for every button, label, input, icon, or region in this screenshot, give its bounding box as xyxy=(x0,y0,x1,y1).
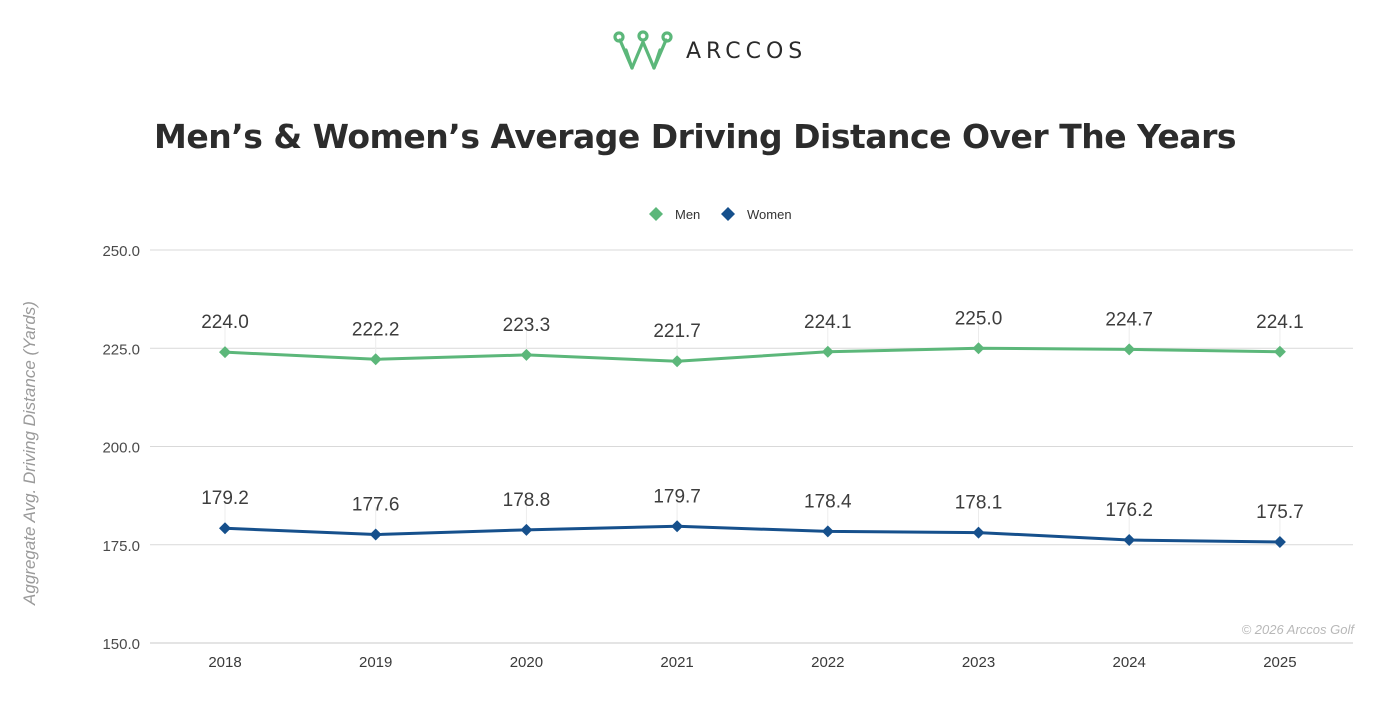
legend-label: Men xyxy=(675,207,700,222)
data-point xyxy=(972,342,985,355)
data-point xyxy=(671,355,684,368)
data-label: 178.8 xyxy=(503,490,551,511)
data-label: 178.1 xyxy=(955,493,1003,514)
data-label: 224.7 xyxy=(1105,309,1153,330)
data-label: 222.2 xyxy=(352,319,400,340)
y-axis-title: Aggregate Avg. Driving Distance (Yards) xyxy=(20,301,39,606)
data-label: 225.0 xyxy=(955,308,1003,329)
x-tick-label: 2020 xyxy=(510,654,543,671)
x-tick-label: 2025 xyxy=(1263,654,1296,671)
data-point xyxy=(821,525,834,538)
x-tick-label: 2022 xyxy=(811,654,844,671)
series-line xyxy=(224,346,1280,363)
data-point xyxy=(671,520,684,533)
legend-label: Women xyxy=(747,207,792,222)
series-line xyxy=(224,524,1280,544)
data-point xyxy=(219,522,231,535)
data-label: 179.7 xyxy=(653,486,701,507)
data-point xyxy=(369,353,382,366)
data-label: 224.1 xyxy=(1256,312,1304,333)
data-point xyxy=(972,526,985,539)
y-tick-label: 225.0 xyxy=(102,341,140,358)
data-point xyxy=(1273,345,1286,358)
data-label: 179.2 xyxy=(201,488,249,509)
data-label: 177.6 xyxy=(352,495,400,516)
data-label: 223.3 xyxy=(503,315,551,336)
y-tick-label: 200.0 xyxy=(102,440,140,457)
data-point xyxy=(821,345,834,358)
x-tick-label: 2024 xyxy=(1113,654,1146,671)
crown-logo-icon xyxy=(613,30,673,70)
brand-name: ARCCOS xyxy=(686,38,808,64)
data-point xyxy=(520,523,533,536)
x-tick-label: 2018 xyxy=(208,654,241,671)
data-point xyxy=(1273,535,1286,548)
data-label: 178.4 xyxy=(804,491,852,512)
copyright-notice: © 2026 Arccos Golf xyxy=(1241,622,1354,637)
data-point xyxy=(1123,534,1136,547)
data-point xyxy=(219,346,231,359)
arccos-logo: ARCCOS xyxy=(612,26,852,76)
x-tick-label: 2023 xyxy=(962,654,995,671)
data-point xyxy=(1123,343,1136,356)
y-tick-label: 250.0 xyxy=(102,243,140,260)
data-label: 176.2 xyxy=(1105,500,1153,521)
data-point xyxy=(369,528,382,541)
legend-marker xyxy=(649,207,663,221)
data-label: 221.7 xyxy=(653,321,701,342)
data-label: 175.7 xyxy=(1256,502,1304,523)
legend-marker xyxy=(721,207,735,221)
y-tick-label: 150.0 xyxy=(102,636,140,653)
data-point xyxy=(520,348,533,361)
x-tick-label: 2021 xyxy=(660,654,693,671)
x-tick-label: 2019 xyxy=(359,654,392,671)
chart-title: Men’s & Women’s Average Driving Distance… xyxy=(154,117,1237,156)
data-label: 224.1 xyxy=(804,312,852,333)
y-tick-label: 175.0 xyxy=(102,538,140,555)
data-label: 224.0 xyxy=(201,312,249,333)
